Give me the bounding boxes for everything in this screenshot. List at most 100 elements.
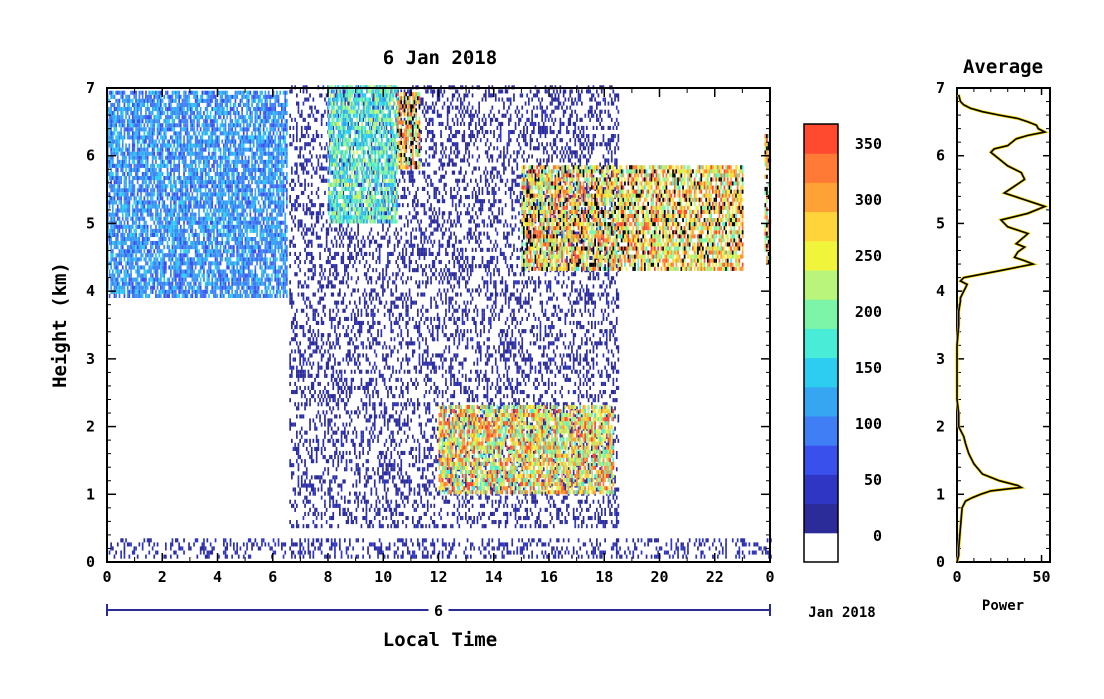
heatmap-cell (135, 241, 137, 245)
heatmap-cell (198, 131, 200, 135)
heatmap-cell (281, 286, 283, 290)
heatmap-cell (215, 176, 217, 180)
heatmap-cell (134, 237, 136, 241)
heatmap-cell (465, 546, 467, 550)
heatmap-cell (109, 192, 111, 196)
heatmap-cell (132, 282, 134, 286)
heatmap-cell (221, 123, 223, 127)
heatmap-cell (241, 119, 243, 123)
heatmap-cell (268, 192, 270, 196)
heatmap-cell (294, 272, 296, 276)
heatmap-cell (162, 192, 164, 196)
heatmap-cell (163, 127, 165, 131)
heatmap-cell (165, 555, 167, 559)
heatmap-cell (177, 131, 179, 135)
heatmap-cell (281, 160, 283, 164)
heatmap-cell (167, 152, 169, 156)
heatmap-cell (162, 188, 164, 192)
heatmap-cell (183, 241, 185, 245)
heatmap-cell (235, 131, 237, 135)
heatmap-cell (261, 290, 263, 294)
heatmap-cell (193, 257, 195, 261)
heatmap-cell (147, 148, 149, 152)
heatmap-cell (405, 542, 407, 546)
heatmap-cell (226, 160, 228, 164)
heatmap-cell (165, 188, 167, 192)
heatmap-cell (187, 196, 189, 200)
heatmap-cell (211, 278, 213, 282)
heatmap-cell (207, 119, 209, 123)
heatmap-cell (298, 195, 300, 199)
heatmap-cell (137, 115, 139, 119)
heatmap-cell (158, 217, 160, 221)
heatmap-cell (230, 245, 232, 249)
heatmap-cell (177, 140, 179, 144)
heatmap-cell (139, 164, 141, 168)
heatmap-cell (260, 245, 262, 249)
heatmap-cell (127, 209, 129, 213)
heatmap-cell (130, 542, 132, 546)
heatmap-cell (208, 172, 210, 176)
heatmap-cell (286, 249, 288, 253)
heatmap-cell (218, 196, 220, 200)
heatmap-cell (205, 225, 207, 229)
heatmap-cell (203, 233, 205, 237)
heatmap-cell (250, 538, 252, 542)
heatmap-cell (450, 546, 452, 550)
heatmap-cell (250, 270, 252, 274)
heatmap-cell (142, 115, 144, 119)
heatmap-cell (127, 127, 129, 131)
heatmap-cell (218, 233, 220, 237)
heatmap-cell (140, 135, 142, 139)
heatmap-cell (228, 168, 230, 172)
heatmap-cell (114, 115, 116, 119)
heatmap-cell (165, 119, 167, 123)
heatmap-cell (140, 115, 142, 119)
heatmap-cell (291, 321, 293, 325)
heatmap-cell (266, 115, 268, 119)
heatmap-cell (215, 538, 217, 542)
heatmap-cell (198, 270, 200, 274)
heatmap-cell (137, 555, 139, 559)
heatmap-cell (286, 192, 288, 196)
heatmap-cell (263, 131, 265, 135)
heatmap-cell (127, 164, 129, 168)
heatmap-cell (712, 542, 714, 546)
heatmap-cell (187, 140, 189, 144)
heatmap-cell (180, 144, 182, 148)
heatmap-cell (168, 156, 170, 160)
heatmap-cell (250, 225, 252, 229)
heatmap-cell (246, 91, 248, 95)
heatmap-cell (140, 160, 142, 164)
heatmap-cell (112, 144, 114, 148)
heatmap-cell (243, 131, 245, 135)
heatmap-cell (230, 131, 232, 135)
heatmap-cell (273, 176, 275, 180)
heatmap-cell (362, 538, 364, 542)
heatmap-cell (274, 245, 276, 249)
heatmap-cell (168, 213, 170, 217)
heatmap-cell (238, 270, 240, 274)
heatmap-cell (150, 99, 152, 103)
heatmap-cell (263, 188, 265, 192)
heatmap-cell (144, 99, 146, 103)
heatmap-cell (202, 290, 204, 294)
heatmap-cell (153, 156, 155, 160)
heatmap-cell (130, 99, 132, 103)
heatmap-cell (208, 99, 210, 103)
heatmap-cell (122, 95, 124, 99)
heatmap-cell (286, 103, 288, 107)
heatmap-cell (139, 115, 141, 119)
heatmap-cell (283, 127, 285, 131)
heatmap-cell (187, 282, 189, 286)
heatmap-cell (142, 229, 144, 233)
heatmap-cell (153, 127, 155, 131)
heatmap-cell (220, 229, 222, 233)
heatmap-cell (132, 140, 134, 144)
heatmap-cell (347, 555, 349, 559)
heatmap-cell (228, 192, 230, 196)
heatmap-cell (187, 221, 189, 225)
heatmap-cell (129, 156, 131, 160)
heatmap-cell (210, 542, 212, 546)
heatmap-cell (319, 546, 321, 550)
